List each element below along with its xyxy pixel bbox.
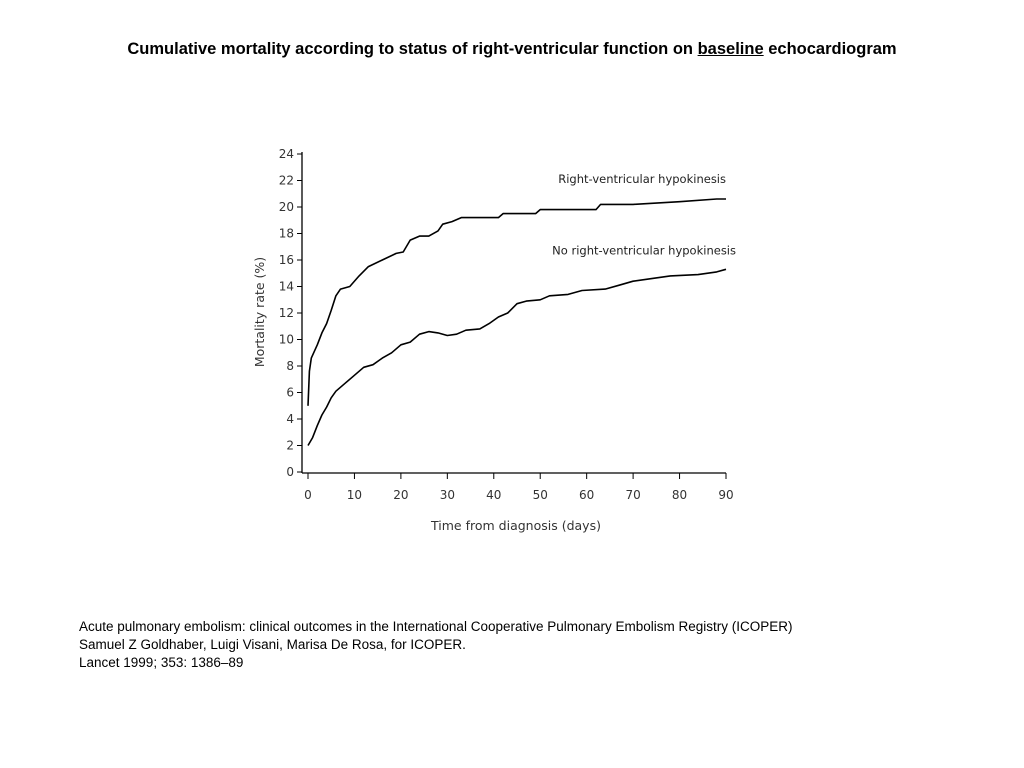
y-tick-label: 2 xyxy=(286,439,294,453)
x-tick-label: 40 xyxy=(486,488,501,502)
y-tick-label: 12 xyxy=(279,306,294,320)
chart-axes xyxy=(301,152,726,474)
x-ticks: 0 10 20 30 40 50 60 70 80 90 xyxy=(304,473,734,502)
y-tick-label: 8 xyxy=(286,359,294,373)
y-tick-label: 18 xyxy=(279,227,294,241)
y-tick-label: 24 xyxy=(279,147,294,161)
x-tick-label: 50 xyxy=(533,488,548,502)
slide-title-tail: echocardiogram xyxy=(763,40,897,58)
y-tick-label: 10 xyxy=(279,333,294,347)
series-line-2 xyxy=(307,268,727,446)
slide-title-underlined: baseline xyxy=(697,40,764,58)
series-labels: Right-ventricular hypokinesis No right-ve… xyxy=(552,172,736,257)
x-tick-label: 0 xyxy=(304,488,312,502)
series-label-2: No right-ventricular hypokinesis xyxy=(552,243,736,257)
x-axis-title: Time from diagnosis (days) xyxy=(430,518,601,533)
x-tick-label: 20 xyxy=(393,488,408,502)
x-tick-label: 90 xyxy=(718,488,733,502)
y-tick-label: 6 xyxy=(286,386,294,400)
citation-line-1: Acute pulmonary embolism: clinical outco… xyxy=(79,619,793,634)
x-tick-label: 60 xyxy=(579,488,594,502)
slide-title: Cumulative mortality according to status… xyxy=(0,40,1024,59)
y-axis-title: Mortality rate (%) xyxy=(252,257,267,367)
series-lines xyxy=(307,198,727,446)
x-tick-label: 10 xyxy=(347,488,362,502)
x-tick-label: 30 xyxy=(440,488,455,502)
series-line-1 xyxy=(307,198,726,406)
citation-line-3: Lancet 1999; 353: 1386–89 xyxy=(79,655,244,670)
series-label-1: Right-ventricular hypokinesis xyxy=(558,172,726,186)
x-tick-label: 80 xyxy=(672,488,687,502)
y-tick-label: 22 xyxy=(279,174,294,188)
slide-title-text: Cumulative mortality according to status… xyxy=(127,40,698,58)
y-tick-label: 0 xyxy=(286,465,294,479)
x-tick-label: 70 xyxy=(625,488,640,502)
citation: Acute pulmonary embolism: clinical outco… xyxy=(79,618,793,672)
y-tick-label: 14 xyxy=(279,280,294,294)
y-tick-label: 4 xyxy=(286,412,294,426)
y-tick-label: 20 xyxy=(279,200,294,214)
citation-line-2: Samuel Z Goldhaber, Luigi Visani, Marisa… xyxy=(79,637,466,652)
y-tick-label: 16 xyxy=(279,253,294,267)
